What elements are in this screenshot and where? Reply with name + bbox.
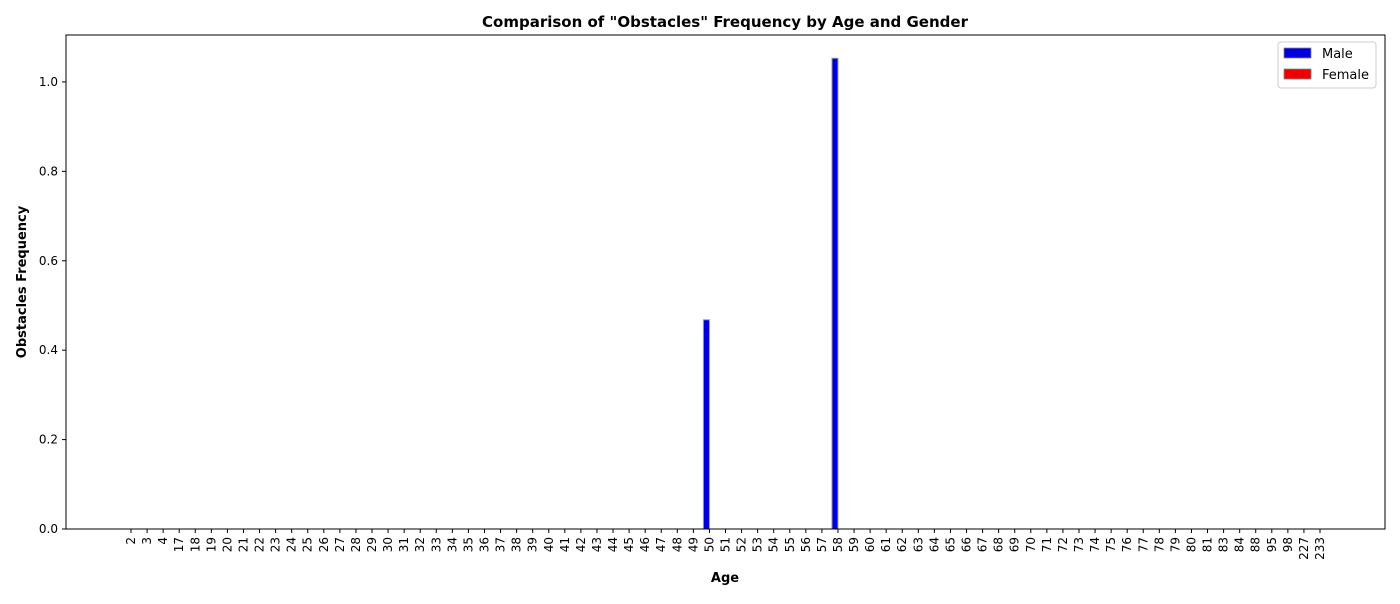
x-tick-label: 20	[220, 537, 234, 552]
x-tick-label: 80	[1184, 537, 1198, 552]
x-tick-label: 57	[815, 537, 829, 552]
x-tick-label: 54	[767, 537, 781, 552]
x-tick-label: 53	[751, 537, 765, 552]
x-tick-label: 69	[1008, 537, 1022, 552]
x-tick-label: 21	[236, 537, 250, 552]
x-tick-label: 64	[927, 537, 941, 552]
x-tick-label: 98	[1281, 537, 1295, 552]
x-tick-label: 75	[1104, 537, 1118, 552]
x-tick-label: 62	[895, 537, 909, 552]
x-tick-label: 45	[622, 537, 636, 552]
y-tick-label: 0.4	[39, 343, 58, 357]
x-tick-label: 24	[285, 537, 299, 552]
x-tick-label: 70	[1024, 537, 1038, 552]
x-tick-label: 227	[1297, 537, 1311, 560]
x-tick-label: 59	[847, 537, 861, 552]
x-tick-label: 47	[654, 537, 668, 552]
x-tick-label: 37	[494, 537, 508, 552]
legend-label-female: Female	[1322, 68, 1369, 83]
x-tick-label: 46	[638, 537, 652, 552]
y-ticks: 0.0 0.2 0.4 0.6 0.8 1.0	[39, 75, 66, 536]
legend: Male Female	[1277, 41, 1377, 89]
x-tick-label: 66	[960, 537, 974, 552]
x-tick-label: 74	[1088, 537, 1102, 552]
bar-male-age-50	[702, 319, 710, 530]
x-tick-label: 31	[397, 537, 411, 552]
x-ticks: 2 3 4 17 18 19 20 21 22 23 24 25 26 27 28 29 30 31 32 33 34 3…	[124, 529, 1327, 560]
legend-label-male: Male	[1322, 47, 1353, 62]
y-axis-label: Obstacles Frequency	[15, 205, 30, 358]
x-tick-label: 25	[301, 537, 315, 552]
x-tick-label: 34	[445, 537, 459, 552]
x-tick-label: 60	[863, 537, 877, 552]
x-tick-label: 52	[735, 537, 749, 552]
plot-frame	[65, 34, 1386, 530]
x-tick-label: 17	[172, 537, 186, 552]
chart-title: Comparison of "Obstacles" Frequency by A…	[482, 13, 969, 31]
x-tick-label: 29	[365, 537, 379, 552]
x-tick-label: 51	[719, 537, 733, 552]
x-tick-label: 81	[1201, 537, 1215, 552]
x-tick-label: 19	[204, 537, 218, 552]
x-tick-label: 3	[140, 537, 154, 545]
x-tick-label: 67	[976, 537, 990, 552]
y-tick-label: 0.8	[39, 164, 58, 178]
x-tick-label: 42	[574, 537, 588, 552]
x-tick-label: 95	[1265, 537, 1279, 552]
x-tick-label: 41	[558, 537, 572, 552]
x-tick-label: 44	[606, 537, 620, 552]
x-tick-label: 32	[413, 537, 427, 552]
x-tick-label: 33	[429, 537, 443, 552]
x-tick-label: 35	[461, 537, 475, 552]
x-tick-label: 56	[799, 537, 813, 552]
x-tick-label: 73	[1072, 537, 1086, 552]
x-tick-label: 58	[831, 537, 845, 552]
x-tick-label: 40	[542, 537, 556, 552]
x-tick-label: 50	[702, 537, 716, 552]
x-tick-label: 71	[1040, 537, 1054, 552]
x-tick-label: 78	[1152, 537, 1166, 552]
x-tick-label: 30	[381, 537, 395, 552]
x-tick-label: 65	[943, 537, 957, 552]
x-tick-label: 76	[1120, 537, 1134, 552]
y-tick-label: 0.2	[39, 433, 58, 447]
x-tick-label: 18	[188, 537, 202, 552]
x-tick-label: 84	[1233, 537, 1247, 552]
x-tick-label: 27	[333, 537, 347, 552]
x-axis-label: Age	[711, 571, 739, 586]
x-tick-label: 36	[477, 537, 491, 552]
x-tick-label: 38	[510, 537, 524, 552]
x-tick-label: 61	[879, 537, 893, 552]
x-tick-label: 68	[992, 537, 1006, 552]
x-tick-label: 233	[1313, 537, 1327, 560]
x-tick-label: 49	[686, 537, 700, 552]
legend-swatch-female	[1283, 68, 1312, 80]
y-tick-label: 0.0	[39, 522, 58, 536]
x-tick-label: 4	[156, 537, 170, 545]
y-tick-label: 0.6	[39, 254, 58, 268]
x-tick-label: 83	[1217, 537, 1231, 552]
x-tick-label: 48	[670, 537, 684, 552]
x-tick-label: 39	[526, 537, 540, 552]
x-tick-label: 72	[1056, 537, 1070, 552]
x-tick-label: 55	[783, 537, 797, 552]
x-tick-label: 88	[1249, 537, 1263, 552]
x-tick-label: 28	[349, 537, 363, 552]
x-tick-label: 43	[590, 537, 604, 552]
x-tick-label: 26	[317, 537, 331, 552]
x-tick-label: 79	[1168, 537, 1182, 552]
legend-swatch-male	[1283, 47, 1312, 59]
x-tick-label: 22	[253, 537, 267, 552]
x-tick-label: 63	[911, 537, 925, 552]
x-tick-label: 2	[124, 537, 138, 545]
bar-male-age-58	[831, 57, 839, 530]
x-tick-label: 23	[269, 537, 283, 552]
bars-layer	[702, 57, 839, 530]
y-tick-label: 1.0	[39, 75, 58, 89]
x-tick-label: 77	[1136, 537, 1150, 552]
